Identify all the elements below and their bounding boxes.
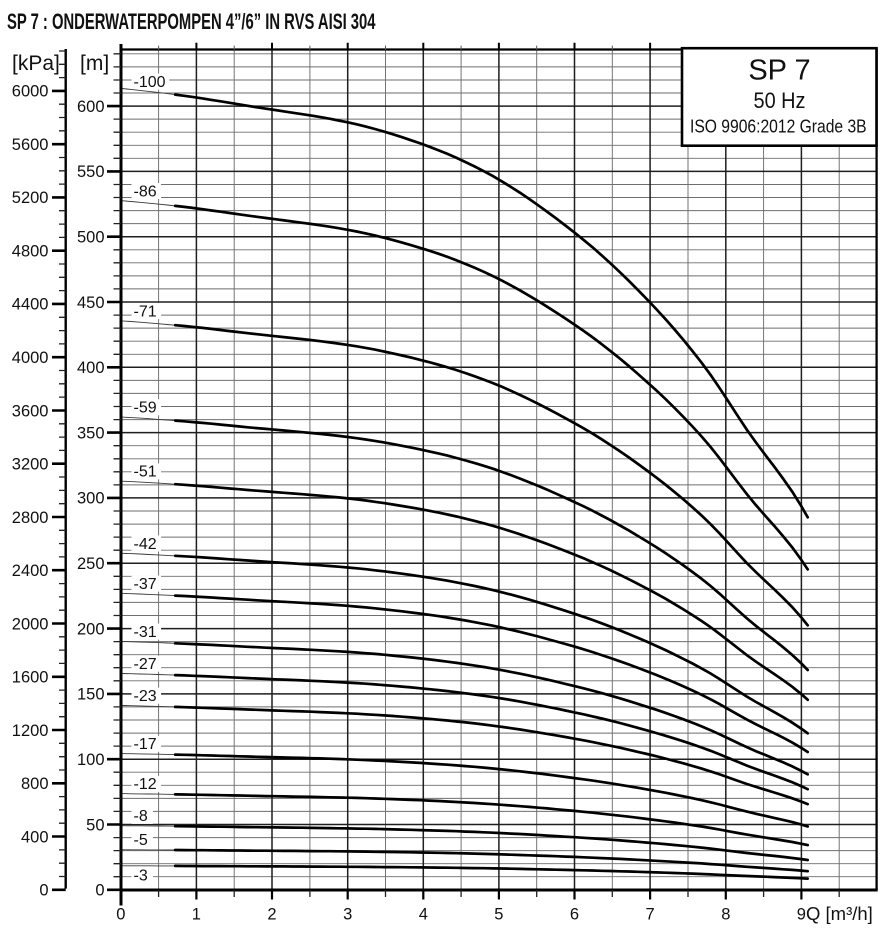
svg-text:0: 0	[95, 882, 104, 900]
svg-text:4800: 4800	[12, 243, 49, 261]
svg-text:1200: 1200	[12, 722, 49, 740]
svg-text:8: 8	[721, 906, 730, 924]
svg-text:-37: -37	[134, 576, 157, 593]
svg-text:2: 2	[267, 906, 276, 924]
svg-text:150: 150	[77, 686, 105, 704]
svg-text:2000: 2000	[12, 615, 49, 633]
svg-text:5200: 5200	[12, 189, 49, 207]
svg-text:1600: 1600	[12, 669, 49, 687]
svg-text:6: 6	[570, 906, 579, 924]
svg-text:Q [m³/h]: Q [m³/h]	[806, 903, 873, 924]
svg-text:1: 1	[192, 906, 201, 924]
svg-text:9: 9	[797, 906, 806, 924]
svg-text:200: 200	[77, 620, 105, 638]
svg-text:4: 4	[419, 906, 428, 924]
svg-text:400: 400	[21, 828, 49, 846]
svg-text:3200: 3200	[12, 456, 49, 474]
svg-text:-31: -31	[134, 624, 157, 641]
svg-text:0: 0	[39, 882, 48, 900]
svg-text:-8: -8	[134, 808, 148, 825]
svg-text:400: 400	[77, 359, 105, 377]
svg-text:100: 100	[77, 751, 105, 769]
svg-text:-23: -23	[134, 688, 157, 705]
svg-text:500: 500	[77, 229, 105, 247]
svg-text:SP 7 : ONDERWATERPOMPEN 4”/6”: SP 7 : ONDERWATERPOMPEN 4”/6” IN RVS AIS…	[7, 9, 376, 34]
svg-text:800: 800	[21, 775, 49, 793]
svg-text:5: 5	[494, 906, 503, 924]
svg-text:4400: 4400	[12, 296, 49, 314]
svg-text:-5: -5	[134, 832, 148, 849]
svg-text:50: 50	[86, 816, 104, 834]
svg-text:SP 7: SP 7	[748, 55, 810, 87]
svg-text:ISO 9906:2012 Grade 3B: ISO 9906:2012 Grade 3B	[690, 116, 867, 137]
svg-text:4000: 4000	[12, 349, 49, 367]
svg-text:[kPa]: [kPa]	[12, 52, 60, 75]
svg-text:450: 450	[77, 294, 105, 312]
svg-text:350: 350	[77, 424, 105, 442]
svg-text:6000: 6000	[12, 83, 49, 101]
svg-text:-86: -86	[134, 183, 157, 200]
svg-text:7: 7	[646, 906, 655, 924]
svg-text:50 Hz: 50 Hz	[754, 88, 806, 113]
svg-text:-42: -42	[134, 536, 157, 553]
svg-text:2800: 2800	[12, 509, 49, 527]
svg-text:300: 300	[77, 490, 105, 508]
svg-text:-27: -27	[134, 656, 157, 673]
svg-text:0: 0	[116, 906, 125, 924]
svg-text:2400: 2400	[12, 562, 49, 580]
svg-text:5600: 5600	[12, 136, 49, 154]
svg-text:-100: -100	[134, 74, 166, 91]
svg-text:-3: -3	[134, 868, 148, 885]
svg-text:3: 3	[343, 906, 352, 924]
svg-text:550: 550	[77, 163, 105, 181]
svg-text:-17: -17	[134, 736, 157, 753]
svg-text:[m]: [m]	[80, 52, 109, 75]
svg-text:-71: -71	[134, 303, 157, 320]
svg-text:3600: 3600	[12, 402, 49, 420]
svg-text:250: 250	[77, 555, 105, 573]
svg-text:-59: -59	[134, 400, 157, 417]
svg-text:600: 600	[77, 98, 105, 116]
svg-text:-12: -12	[134, 776, 157, 793]
svg-text:-51: -51	[134, 464, 157, 481]
